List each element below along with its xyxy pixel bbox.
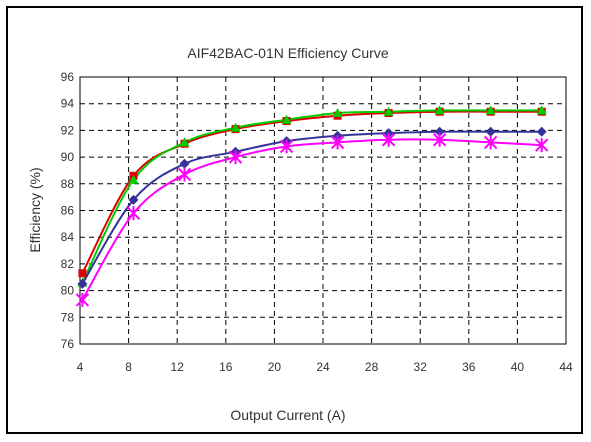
data-point-star <box>75 292 90 307</box>
x-tick-label: 44 <box>559 360 573 374</box>
data-point-star <box>483 135 498 150</box>
series-line-2 <box>81 109 542 284</box>
chart-title: AIF42BAC-01N Efficiency Curve <box>187 45 388 61</box>
series-line-4 <box>81 138 542 301</box>
data-point-triangle <box>281 114 292 124</box>
x-tick-label: 16 <box>219 360 233 374</box>
y-tick-label: 92 <box>61 123 75 137</box>
data-point-star <box>279 139 294 154</box>
y-tick-label: 96 <box>61 70 75 84</box>
y-tick-label: 84 <box>61 230 75 244</box>
x-axis-title: Output Current (A) <box>230 407 345 423</box>
y-axis-title: Efficiency (%) <box>27 167 43 252</box>
series-markers <box>75 105 549 307</box>
y-tick-label: 82 <box>61 257 75 271</box>
data-point-square <box>78 269 87 278</box>
y-tick-label: 90 <box>61 150 75 164</box>
data-point-triangle <box>230 122 241 132</box>
data-point-triangle <box>332 108 343 118</box>
data-point-triangle <box>383 106 394 116</box>
data-point-star <box>330 135 345 150</box>
series-line-1 <box>81 110 542 274</box>
y-tick-label: 88 <box>61 177 75 191</box>
data-point-triangle <box>536 105 547 115</box>
data-point-triangle <box>179 137 190 147</box>
data-point-star <box>381 132 396 147</box>
series-line-3 <box>81 130 542 285</box>
y-tick-label: 94 <box>61 97 75 111</box>
grid-lines <box>80 77 566 344</box>
data-point-star <box>126 206 141 221</box>
data-point-triangle <box>485 105 496 115</box>
x-tick-label: 28 <box>365 360 379 374</box>
data-point-diamond <box>77 278 88 289</box>
data-point-diamond <box>128 194 139 205</box>
axis-ticks: 76 78 80 82 84 86 88 90 92 94 96 4 8 12 16 20 24 28 32 36 40… <box>61 70 573 374</box>
y-tick-label: 76 <box>61 337 75 351</box>
data-point-star <box>177 167 192 182</box>
x-tick-label: 24 <box>316 360 330 374</box>
x-tick-label: 32 <box>414 360 428 374</box>
y-tick-label: 86 <box>61 204 75 218</box>
x-tick-label: 20 <box>268 360 282 374</box>
x-tick-label: 12 <box>171 360 185 374</box>
data-point-star <box>534 138 549 153</box>
data-point-diamond <box>536 126 547 137</box>
x-tick-label: 40 <box>511 360 525 374</box>
y-tick-label: 78 <box>61 310 75 324</box>
data-point-diamond <box>434 126 445 137</box>
y-tick-label: 80 <box>61 284 75 298</box>
data-point-triangle <box>128 174 139 184</box>
data-point-triangle <box>434 105 445 115</box>
series-curves <box>81 109 542 301</box>
x-tick-label: 36 <box>462 360 476 374</box>
data-point-diamond <box>485 126 496 137</box>
data-point-star <box>228 150 243 165</box>
x-tick-label: 8 <box>125 360 132 374</box>
data-point-diamond <box>179 158 190 169</box>
x-tick-label: 4 <box>77 360 84 374</box>
data-point-star <box>432 132 447 147</box>
